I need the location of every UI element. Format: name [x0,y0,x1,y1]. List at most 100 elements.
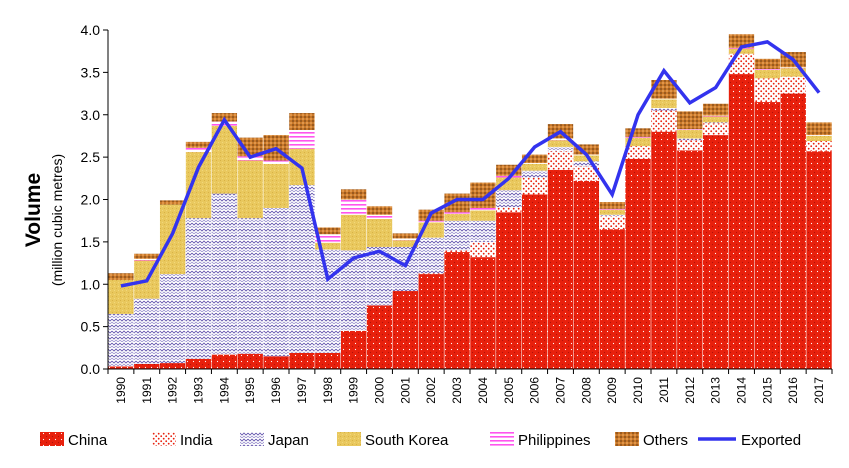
x-tick-label: 2001 [398,377,412,404]
bar-japan-2004 [470,220,496,242]
bar-philippines-2003 [444,212,470,214]
bar-south-korea-2017 [806,135,832,142]
x-tick-label: 2003 [450,377,464,404]
bar-china-2012 [677,150,703,369]
legend-label-philippines: Philippines [518,432,591,449]
bar-china-2004 [470,257,496,369]
bar-others-1993 [185,141,212,148]
y-tick-label: 0.5 [81,319,101,335]
legend-label-others: Others [643,432,688,449]
bar-china-2017 [806,151,832,369]
x-tick-label: 2015 [760,377,774,404]
bar-india-2013 [702,123,729,136]
y-tick-label: 2.5 [81,149,101,165]
x-tick-label: 2016 [786,377,800,404]
y-tick-label: 3.5 [81,64,101,80]
x-tick-label: 2010 [631,377,645,404]
bar-south-korea-2009 [599,209,625,215]
bar-others-1991 [134,253,160,259]
bar-china-2015 [754,102,781,369]
bar-china-1998 [315,352,341,369]
bar-south-korea-2006 [521,163,548,171]
bar-south-korea-2010 [625,137,651,147]
bar-japan-2012 [677,138,703,141]
bar-india-2011 [651,110,677,132]
x-tick-label: 2006 [528,377,542,404]
bar-china-2007 [547,169,574,369]
bar-japan-2001 [392,246,419,292]
bar-india-2006 [521,177,548,195]
bar-china-1996 [263,356,289,369]
bar-india-2008 [573,166,600,181]
bar-india-2015 [754,78,781,103]
bar-japan-1994 [211,193,238,355]
legend-label-india: India [180,432,213,449]
bar-japan-1992 [159,274,186,364]
bar-others-2017 [806,122,832,136]
bar-philippines-2009 [599,208,625,210]
bar-south-korea-2016 [780,68,806,77]
bar-others-2005 [496,164,522,176]
bar-south-korea-2000 [366,218,393,247]
x-tick-label: 1997 [295,377,309,404]
bar-china-2011 [651,131,677,369]
bar-philippines-2001 [392,238,419,241]
bar-south-korea-1993 [185,152,212,219]
bar-japan-1995 [237,218,263,354]
bar-india-2017 [806,141,832,152]
bar-china-2002 [418,274,444,369]
bar-others-2009 [599,202,625,209]
y-tick-label: 1.0 [81,276,101,292]
bar-japan-2008 [573,161,600,167]
bar-south-korea-2015 [754,69,781,79]
bar-others-2001 [392,233,419,239]
bar-philippines-2011 [651,98,677,100]
bar-japan-2002 [418,237,444,274]
bar-india-2002 [418,273,444,275]
bar-philippines-1997 [289,130,315,149]
x-tick-label: 1999 [347,377,361,404]
bar-china-2005 [496,212,522,369]
bar-others-2006 [521,154,548,164]
y-tick-label: 3.0 [81,107,101,123]
bar-philippines-2015 [754,68,781,70]
bar-south-korea-2003 [444,213,470,221]
bar-japan-1993 [185,218,212,359]
bar-china-1997 [289,352,315,369]
bar-south-korea-2004 [470,210,496,221]
bar-philippines-2013 [702,115,729,117]
bar-south-korea-2001 [392,240,419,247]
bar-others-1995 [237,137,263,157]
bar-south-korea-2008 [573,155,600,162]
bar-others-2010 [625,128,651,137]
bar-others-1999 [340,189,367,200]
bar-philippines-1993 [185,147,212,153]
x-tick-label: 2004 [476,377,490,404]
bar-south-korea-2007 [547,140,574,147]
bar-china-2016 [780,93,806,369]
x-tick-label: 2012 [683,377,697,404]
legend-swatch-india [152,432,176,446]
x-tick-label: 1992 [166,377,180,404]
bar-south-korea-1999 [340,214,367,251]
bar-philippines-2017 [806,135,832,136]
bar-philippines-1998 [315,234,341,243]
bar-japan-2011 [651,107,677,111]
bar-others-1990 [108,273,134,281]
bar-japan-1990 [108,313,134,367]
x-tick-label: 1995 [243,377,257,404]
x-tick-label: 1991 [140,377,154,404]
y-tick-label: 0.0 [81,361,101,377]
x-tick-label: 1996 [269,377,283,404]
bar-south-korea-2005 [496,177,522,191]
y-axis-sublabel: (million cubic metres) [49,154,65,286]
bar-india-2009 [599,216,625,230]
bar-others-2000 [366,206,393,215]
x-tick-label: 2002 [424,377,438,404]
bar-philippines-1991 [134,258,160,261]
bar-japan-2007 [547,146,574,152]
bar-philippines-2000 [366,214,393,219]
bar-philippines-2004 [470,207,496,211]
bar-others-2012 [677,111,703,130]
